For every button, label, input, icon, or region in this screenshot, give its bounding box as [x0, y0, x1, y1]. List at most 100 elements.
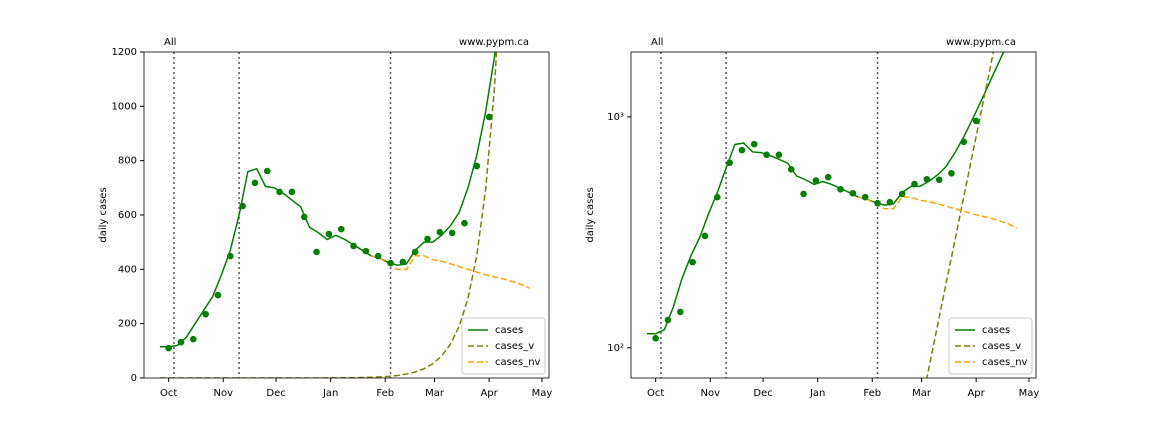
plot-frame: [143, 51, 550, 379]
data-point: [664, 316, 672, 324]
x-tick-label: May: [1019, 388, 1040, 399]
data-point: [911, 180, 918, 188]
panel: 10² 10³ Oct Nov Dec Jan Feb Mar Apr May All www.pyp…: [585, 37, 1040, 399]
data-point: [775, 151, 783, 159]
data-point: [165, 344, 172, 352]
x-tick-label: Oct: [160, 388, 177, 399]
data-point: [350, 242, 357, 250]
data-point: [276, 188, 283, 196]
panel-label: All: [651, 37, 663, 48]
data-point: [935, 176, 943, 184]
data-point: [214, 291, 222, 299]
data-point: [837, 185, 844, 193]
data-point: [861, 193, 869, 201]
x-tick-label: Feb: [376, 388, 394, 399]
series-line: [857, 196, 1017, 229]
legend-label: cases_v: [982, 341, 1021, 352]
series-line: [370, 255, 530, 290]
data-point: [374, 252, 382, 260]
data-point: [824, 173, 832, 181]
data-point: [898, 190, 906, 198]
data-point: [689, 258, 696, 266]
data-point: [251, 179, 259, 187]
panel-source: www.pypm.ca: [946, 37, 1016, 48]
x-tick-label: Jan: [322, 388, 338, 399]
y-axis-label: daily cases: [98, 187, 109, 242]
y-axis-label: daily cases: [585, 187, 596, 242]
data-point: [387, 259, 394, 267]
data-point: [701, 232, 709, 240]
series-line: [159, 52, 496, 348]
data-point: [202, 310, 209, 318]
data-point: [849, 189, 857, 197]
data-point: [226, 252, 234, 260]
x-tick-label: Jan: [809, 388, 825, 399]
y-tick-label: 1000: [112, 101, 137, 112]
x-tick-label: Dec: [266, 388, 285, 399]
x-tick-label: Feb: [863, 388, 881, 399]
y-tick-label: 400: [118, 264, 137, 275]
data-point: [738, 146, 746, 154]
series-line: [646, 52, 1005, 335]
data-point: [972, 117, 980, 125]
data-point: [886, 198, 894, 206]
y-tick-label: 800: [118, 156, 137, 167]
x-tick-label: Nov: [700, 388, 720, 399]
x-tick-label: Mar: [425, 388, 445, 399]
data-point: [461, 219, 468, 227]
data-point: [448, 229, 456, 237]
x-tick-label: May: [532, 388, 553, 399]
y-tick-label: 600: [118, 210, 137, 221]
data-point: [485, 113, 493, 121]
data-point: [874, 199, 881, 207]
data-point: [325, 230, 333, 238]
data-point: [960, 138, 968, 146]
data-point: [300, 213, 308, 221]
x-tick-label: Dec: [753, 388, 772, 399]
data-point: [812, 177, 820, 184]
data-point: [652, 334, 659, 342]
plot-frame: [630, 51, 1037, 379]
plot-area: [646, 52, 1017, 378]
legend-box: [461, 317, 546, 375]
data-point: [787, 165, 795, 173]
data-point: [726, 159, 733, 167]
data-point: [800, 190, 807, 198]
data-point: [337, 225, 345, 233]
data-point: [677, 308, 684, 316]
legend-label: cases: [495, 325, 523, 336]
x-tick-label: Mar: [912, 388, 932, 399]
legend-box: [948, 317, 1033, 375]
data-point: [436, 228, 444, 236]
y-tick-label: 10²: [607, 343, 624, 354]
data-point: [411, 248, 419, 256]
legend-label: cases_v: [495, 341, 534, 352]
data-point: [473, 162, 481, 170]
legend-label: cases_nv: [982, 357, 1028, 368]
data-point: [239, 202, 246, 210]
x-tick-label: Apr: [480, 388, 498, 399]
panel: 0 200 400 600 800 1000 1200 Oct Nov Dec Jan Feb Mar A…: [98, 37, 553, 399]
data-point: [313, 248, 320, 256]
data-point: [190, 335, 197, 343]
data-point: [763, 151, 770, 159]
data-point: [263, 167, 271, 175]
panel-label: All: [164, 37, 176, 48]
data-point: [948, 169, 955, 177]
data-point: [362, 247, 370, 255]
data-point: [399, 258, 407, 266]
data-point: [424, 235, 431, 243]
data-point: [923, 175, 931, 183]
data-point: [750, 140, 758, 148]
data-point: [177, 338, 185, 346]
x-tick-label: Oct: [647, 388, 664, 399]
y-tick-label: 0: [131, 373, 137, 384]
x-tick-label: Nov: [213, 388, 233, 399]
x-tick-label: Apr: [967, 388, 985, 399]
data-point: [713, 193, 721, 201]
legend: cases cases_v cases_nv: [948, 317, 1033, 375]
y-tick-label: 200: [118, 319, 137, 330]
legend-label: cases_nv: [495, 357, 541, 368]
y-tick-label: 1200: [112, 47, 137, 58]
